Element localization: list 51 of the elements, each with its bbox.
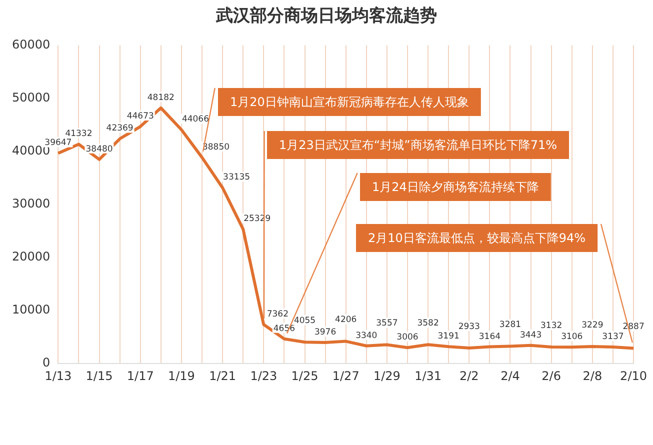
annotation: 2月10日客流最低点，较最高点下降94% bbox=[368, 231, 586, 246]
data-label: 3976 bbox=[314, 327, 336, 338]
x-tick-label: 1/31 bbox=[414, 368, 442, 383]
x-tick-label: 1/15 bbox=[86, 368, 113, 383]
data-label: 3106 bbox=[561, 332, 583, 342]
data-label: 39647 bbox=[44, 138, 72, 148]
x-tick-label: 1/29 bbox=[373, 368, 400, 383]
data-label: 3340 bbox=[356, 330, 378, 341]
y-tick-label: 60000 bbox=[12, 37, 50, 52]
x-tick-label: 1/27 bbox=[332, 368, 360, 383]
data-label: 3191 bbox=[438, 332, 460, 342]
data-label: 2933 bbox=[458, 322, 480, 332]
data-label: 3582 bbox=[417, 318, 439, 329]
data-label: 3443 bbox=[520, 330, 542, 340]
data-label: 3132 bbox=[540, 320, 562, 331]
data-label: 3164 bbox=[478, 332, 501, 342]
data-label: 33135 bbox=[223, 172, 250, 183]
data-label: 4055 bbox=[294, 316, 316, 326]
y-tick-label: 10000 bbox=[12, 302, 50, 317]
data-label: 3006 bbox=[396, 332, 418, 343]
data-label: 3557 bbox=[376, 318, 398, 329]
data-label: 4206 bbox=[335, 315, 357, 326]
x-tick-label: 2/8 bbox=[582, 368, 602, 383]
x-tick-label: 1/17 bbox=[126, 368, 154, 383]
data-label: 42369 bbox=[106, 124, 134, 134]
x-tick-label: 2/2 bbox=[459, 368, 479, 383]
data-label: 41332 bbox=[65, 129, 92, 140]
chart-title: 武汉部分商场日场均客流趋势 bbox=[214, 5, 438, 27]
y-tick-label: 0 bbox=[42, 356, 50, 370]
data-label: 3229 bbox=[582, 320, 604, 330]
y-tick-label: 20000 bbox=[12, 250, 50, 264]
data-label: 3137 bbox=[602, 332, 624, 342]
data-label: 44066 bbox=[182, 114, 209, 125]
data-label: 3281 bbox=[499, 320, 522, 330]
annotation: 1月24日除夕商场客流持续下降 bbox=[372, 180, 539, 194]
x-tick-label: 1/19 bbox=[168, 368, 195, 383]
x-tick-label: 1/13 bbox=[44, 368, 72, 383]
x-tick-label: 1/25 bbox=[291, 368, 318, 383]
data-label: 44673 bbox=[126, 111, 154, 122]
y-tick-label: 30000 bbox=[12, 196, 50, 211]
y-tick-label: 50000 bbox=[12, 90, 50, 104]
x-tick-label: 2/4 bbox=[500, 368, 520, 383]
data-label: 48182 bbox=[147, 92, 174, 103]
data-label: 7362 bbox=[266, 309, 288, 320]
x-tick-label: 2/10 bbox=[620, 368, 648, 383]
annotation: 1月20日钟南山宣布新冠病毒存在人传人现象 bbox=[230, 95, 469, 110]
x-tick-label: 2/6 bbox=[542, 368, 561, 383]
annotation: 1月23日武汉宣布“封城”商场客流单日环比下降71% bbox=[279, 138, 558, 152]
x-tick-label: 1/21 bbox=[209, 368, 236, 383]
data-label: 38480 bbox=[86, 144, 113, 154]
x-tick-label: 1/23 bbox=[250, 368, 278, 383]
